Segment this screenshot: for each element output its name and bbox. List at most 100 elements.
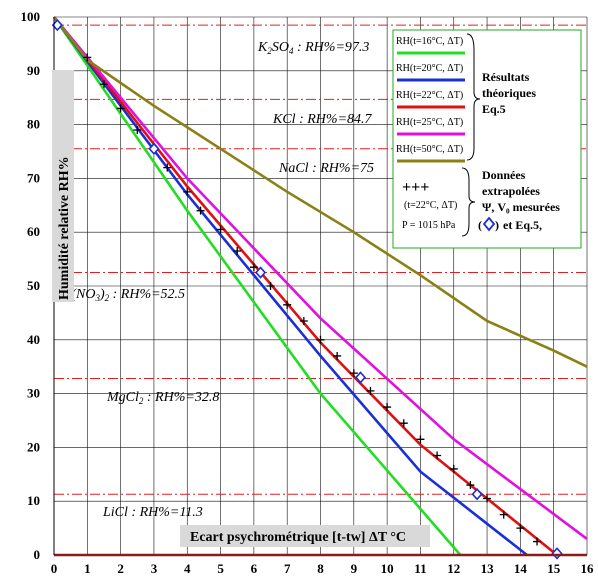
x-tick-label-7: 7 <box>284 561 291 576</box>
x-tick-label-12: 12 <box>447 561 460 576</box>
legend-label-2: RH(t=22°C, ΔT) <box>396 90 463 101</box>
y-tick-label-100: 100 <box>21 9 41 24</box>
salt-labels: K2SO4 : RH%=97.3 KCl : RH%=84.7 NaCl : R… <box>55 40 374 520</box>
y-axis-label: Humidité relative RH% <box>52 70 74 302</box>
legend: RH(t=16°C, ΔT) RH(t=20°C, ΔT) RH(t=22°C, Δ… <box>392 29 582 249</box>
plus-marker-16 <box>349 369 358 378</box>
tick-labels: 0 1 2 3 4 5 6 7 8 9 10 11 12 13 14 15 160102030405060708… <box>21 9 595 576</box>
x-tick-label-9: 9 <box>351 561 358 576</box>
diamond-marker-4 <box>471 488 483 501</box>
y-axis-title: Humidité relative RH% <box>57 156 72 300</box>
legend-group2-line2: extrapolées <box>482 184 540 198</box>
x-tick-label-2: 2 <box>117 561 124 576</box>
x-tick-label-5: 5 <box>217 561 224 576</box>
label-kcl: KCl : RH%=84.7 <box>272 112 373 127</box>
svg-text:(: ( <box>478 218 482 232</box>
diamond-marker-3 <box>354 371 367 384</box>
plus-marker-18 <box>383 403 392 412</box>
plus-marker-12 <box>283 300 292 309</box>
legend-plus-markers: +++ <box>402 179 429 196</box>
plus-marker-19 <box>399 419 408 428</box>
x-axis-title: Ecart psychrométrique [t-tw] ΔT °C <box>190 530 406 545</box>
x-tick-label-11: 11 <box>414 561 426 576</box>
plus-marker-7 <box>196 206 205 215</box>
y-tick-label-60: 60 <box>27 224 40 239</box>
legend-label-3: RH(t=25°C, ΔT) <box>396 117 463 128</box>
plus-marker-3 <box>133 125 142 134</box>
reference-lines <box>54 24 587 495</box>
y-tick-label-90: 90 <box>27 63 40 78</box>
svg-text:): ) <box>495 218 499 232</box>
legend-plus-caption: (t=22°C, ΔT) <box>404 200 457 211</box>
legend-lines: RH(t=16°C, ΔT) RH(t=20°C, ΔT) RH(t=22°C, Δ… <box>396 36 465 163</box>
data-markers <box>51 18 563 560</box>
x-tick-label-3: 3 <box>151 561 158 576</box>
x-axis-label: Ecart psychrométrique [t-tw] ΔT °C <box>180 525 430 547</box>
legend-group2-line1: Données <box>482 168 526 182</box>
y-tick-label-0: 0 <box>34 547 41 562</box>
y-tick-label-30: 30 <box>27 386 40 401</box>
y-tick-label-80: 80 <box>27 117 40 132</box>
plus-marker-25 <box>499 510 508 519</box>
plus-marker-14 <box>316 335 325 344</box>
plus-marker-8 <box>216 225 225 234</box>
series-line-4 <box>52 16 588 368</box>
diamond-marker-2 <box>254 266 267 279</box>
x-tick-label-14: 14 <box>514 561 528 576</box>
plus-marker-9 <box>233 247 242 256</box>
x-tick-label-6: 6 <box>251 561 258 576</box>
plus-marker-21 <box>433 451 442 460</box>
diamond-marker-1 <box>148 142 160 156</box>
y-tick-label-40: 40 <box>27 332 40 347</box>
plus-marker-5 <box>163 163 172 172</box>
y-tick-label-70: 70 <box>27 170 40 185</box>
plus-marker-10 <box>249 263 258 272</box>
y-tick-label-50: 50 <box>27 278 40 293</box>
y-tick-label-20: 20 <box>27 439 40 454</box>
legend-group2-line4: et Eq.5, <box>503 218 542 232</box>
legend-diamond-marker: ( ) <box>478 216 499 232</box>
plus-marker-0 <box>83 53 92 62</box>
x-tick-label-16: 16 <box>581 561 595 576</box>
plus-marker-13 <box>299 316 308 325</box>
label-mgcl2: MgCl2 : RH%=32.8 <box>106 390 219 406</box>
x-tick-label-13: 13 <box>481 561 495 576</box>
plus-marker-6 <box>183 187 192 196</box>
series-line-3 <box>52 16 588 540</box>
series-line-1 <box>52 16 528 557</box>
label-k2so4: K2SO4 : RH%=97.3 <box>257 40 369 56</box>
x-tick-label-0: 0 <box>51 561 58 576</box>
x-tick-label-1: 1 <box>84 561 91 576</box>
legend-label-1: RH(t=20°C, ΔT) <box>396 63 463 74</box>
legend-pressure: P = 1015 hPa <box>402 220 456 231</box>
plus-marker-11 <box>266 282 275 290</box>
plus-marker-17 <box>366 386 375 395</box>
legend-label-4: RH(t=50°C, ΔT) <box>396 144 463 155</box>
series-line-0 <box>52 16 462 556</box>
x-tick-label-4: 4 <box>184 561 191 576</box>
plus-marker-2 <box>116 104 125 113</box>
plus-marker-26 <box>516 524 525 533</box>
legend-group2-line3: Ψ, V₀ mesurées <box>482 200 560 214</box>
label-licl: LiCl : RH%=11.3 <box>102 505 203 520</box>
y-tick-label-10: 10 <box>27 493 40 508</box>
legend-group1-line2: théoriques <box>482 86 536 100</box>
x-tick-label-15: 15 <box>547 561 561 576</box>
plus-marker-22 <box>449 464 458 473</box>
plus-marker-27 <box>533 537 542 546</box>
label-nacl: NaCl : RH%=75 <box>278 161 374 176</box>
legend-group1-line1: Résultats <box>482 70 530 84</box>
x-tick-label-10: 10 <box>381 561 394 576</box>
legend-group1-line3: Eq.5 <box>482 102 506 116</box>
plus-marker-24 <box>483 494 492 503</box>
label-cano3: Ca(NO3)2 : RH%=52.5 <box>55 287 185 303</box>
legend-brace-1 <box>466 33 481 161</box>
plus-marker-1 <box>99 80 108 89</box>
plus-marker-15 <box>333 351 342 360</box>
plus-marker-23 <box>466 481 475 490</box>
x-tick-label-8: 8 <box>317 561 324 576</box>
legend-label-0: RH(t=16°C, ΔT) <box>396 36 463 47</box>
plus-marker-20 <box>416 435 425 444</box>
legend-brace-2 <box>461 167 476 237</box>
